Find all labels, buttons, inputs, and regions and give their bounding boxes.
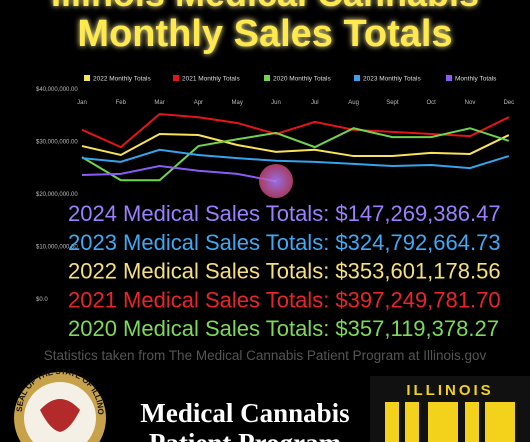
total-line: 2022 Medical Sales Totals: $353,601,178.… [68, 259, 501, 284]
legend-label: 2021 Monthly Totals [182, 76, 240, 83]
logo-bar [405, 402, 419, 442]
program-line: Patient Program [149, 428, 342, 442]
x-tick-label: May [232, 100, 243, 106]
total-line: 2024 Medical Sales Totals: $147,269,386.… [68, 201, 501, 226]
illinois-logo: ILLINOIS [370, 376, 530, 442]
y-tick-label: $30,000,000.00 [36, 140, 78, 146]
y-tick-label: $40,000,000.00 [36, 87, 78, 93]
y-tick-label: $10,000,000.00 [36, 245, 78, 251]
y-tick-label: $0.0 [36, 297, 48, 303]
seal-eagle [40, 399, 80, 432]
x-tick-label: Aug [348, 100, 359, 106]
total-line: 2020 Medical Sales Totals: $357,119,378.… [68, 316, 499, 341]
legend-label: Monthly Totals [455, 76, 497, 83]
x-tick-label: Apr [194, 100, 203, 106]
x-tick-label: Oct [427, 100, 437, 106]
plot: $0.0 $10,000,000.00 $20,000,000.00 $30,000,… [36, 75, 514, 303]
chart-subtitle: Monthly Sales Totals [77, 13, 452, 55]
logo-text: ILLINOIS [406, 382, 493, 399]
logo-bar [465, 402, 479, 442]
y-tick-label: $20,000,000.00 [36, 192, 78, 198]
program-line: Medical Cannabis [140, 398, 349, 428]
highlight [259, 164, 293, 198]
legend-swatch [354, 75, 360, 81]
series-line [81, 165, 277, 183]
legend-swatch [173, 75, 179, 81]
x-tick-label: Nov [465, 100, 476, 106]
series-line [81, 132, 510, 158]
series-line [81, 127, 510, 182]
logo-bar [485, 402, 515, 442]
x-tick-label: Jul [311, 100, 319, 106]
legend-swatch [264, 75, 270, 81]
x-tick-label: Feb [116, 100, 127, 106]
legend-label: 2022 Monthly Totals [93, 76, 151, 83]
source-note: Statistics taken from The Medical Cannab… [44, 348, 487, 363]
chart-title: Illinois Medical Cannabis [51, 0, 479, 14]
x-tick-label: Mar [154, 100, 164, 106]
x-tick-label: Sept [386, 100, 399, 106]
x-tick-label: Jun [271, 100, 281, 106]
x-tick-label: Jan [77, 100, 87, 106]
total-line: 2023 Medical Sales Totals: $324,792,664.… [68, 230, 501, 255]
x-tick-label: Dec [503, 100, 514, 106]
legend-label: 2020 Monthly Totals [273, 76, 331, 83]
total-line: 2021 Medical Sales Totals: $397,249,781.… [68, 287, 501, 312]
series-line [81, 113, 510, 149]
logo-bar [385, 402, 399, 442]
legend-swatch [84, 75, 90, 81]
series-line [81, 148, 510, 170]
legend-swatch [446, 75, 452, 81]
totals: 2024 Medical Sales Totals: $147,269,386.… [68, 201, 501, 341]
legend-label: 2023 Monthly Totals [363, 76, 421, 83]
logo-bar [428, 402, 458, 442]
